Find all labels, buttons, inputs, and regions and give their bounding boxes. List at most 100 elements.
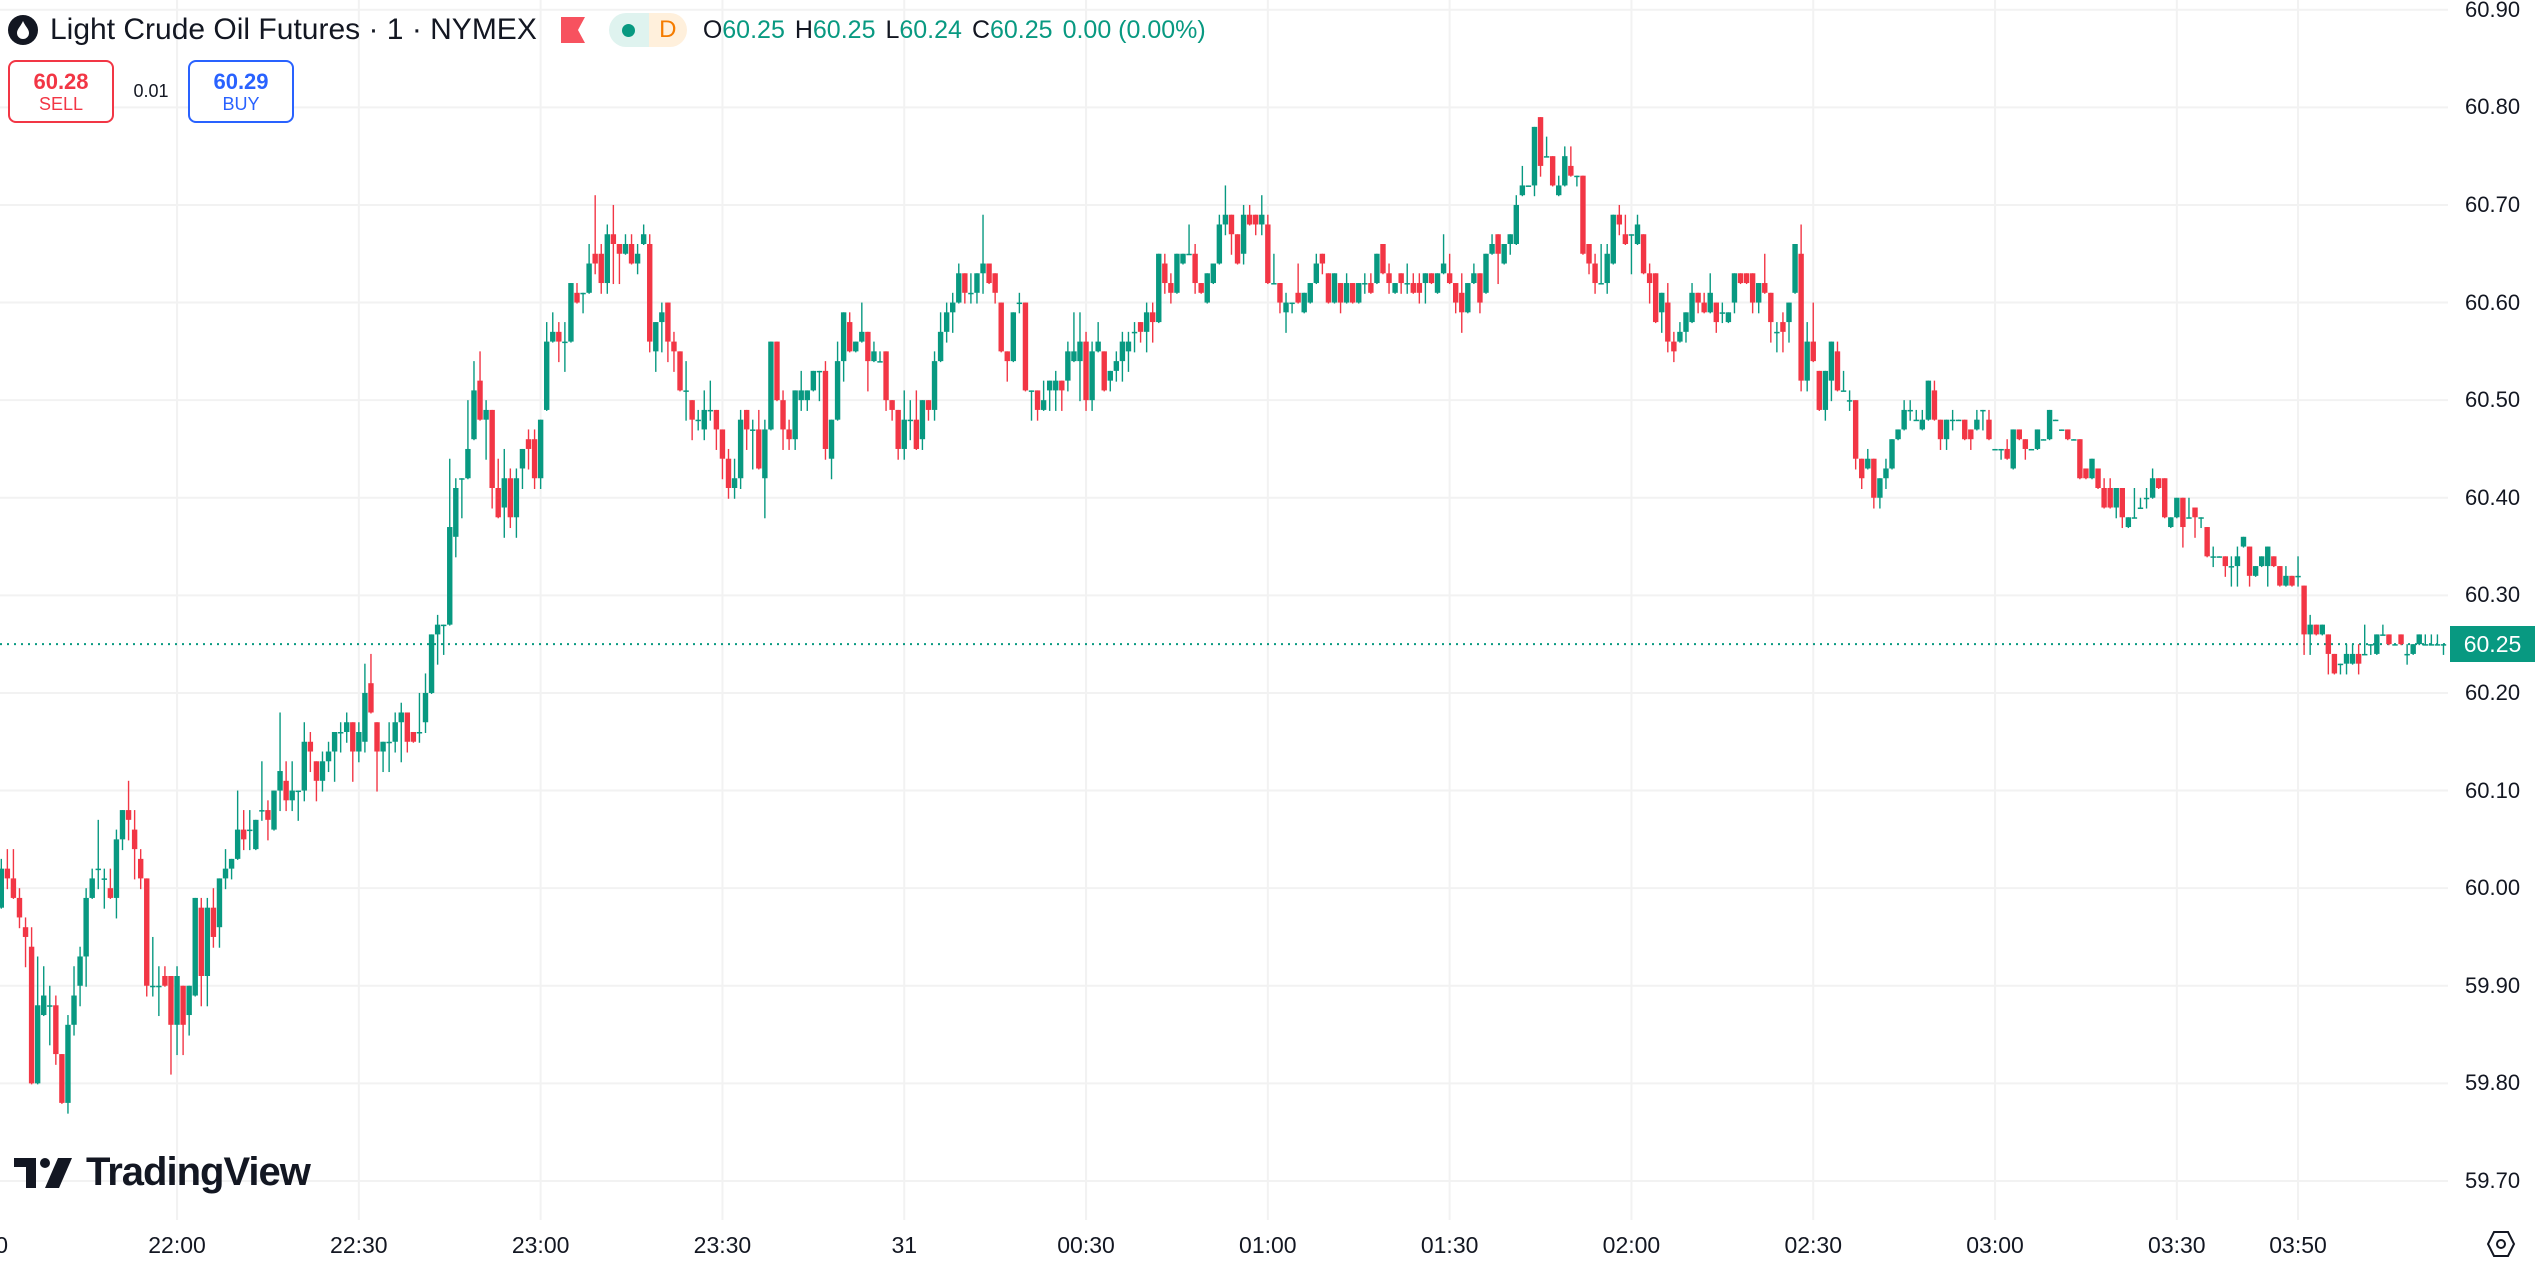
candle-body xyxy=(416,732,423,734)
candle-body xyxy=(1865,458,1871,469)
candle-body xyxy=(1325,273,1332,303)
candle-body xyxy=(519,448,526,469)
candle-body xyxy=(731,478,738,488)
candle xyxy=(792,390,798,450)
d-badge: D xyxy=(648,13,687,47)
candle xyxy=(695,409,701,431)
red-flag-icon[interactable] xyxy=(559,17,587,43)
tradingview-logo[interactable]: TradingView xyxy=(14,1150,311,1195)
candle xyxy=(647,234,653,353)
candle xyxy=(1180,253,1186,265)
candle xyxy=(2198,517,2204,529)
candle-body xyxy=(307,741,314,752)
candle-body xyxy=(1398,273,1404,284)
candle xyxy=(1422,273,1429,304)
settings-icon[interactable] xyxy=(2486,1230,2516,1258)
candle-body xyxy=(2398,634,2404,645)
candle-body xyxy=(2028,448,2035,451)
candle-body xyxy=(0,868,5,908)
candle-body xyxy=(1689,292,1695,323)
candle xyxy=(471,361,477,441)
candle-body xyxy=(2313,624,2319,635)
candle-body xyxy=(2186,517,2192,519)
candle xyxy=(1580,175,1586,255)
candle xyxy=(1792,244,1798,294)
candle xyxy=(828,419,835,480)
price-tick-label: 60.30 xyxy=(2465,582,2521,608)
candle-body xyxy=(810,370,817,391)
candlestick-chart[interactable] xyxy=(0,0,2448,1220)
candle-body xyxy=(1277,283,1283,303)
candle xyxy=(804,390,810,411)
buy-button[interactable]: 60.29 BUY xyxy=(188,60,294,123)
candle xyxy=(1671,331,1677,363)
candle xyxy=(47,985,53,1046)
candle-body xyxy=(65,1024,71,1103)
candle xyxy=(756,409,762,470)
candle-body xyxy=(1634,224,1641,244)
candle xyxy=(1852,400,1859,470)
candle xyxy=(1392,283,1398,294)
candle-body xyxy=(919,400,926,440)
candle-body xyxy=(398,712,404,723)
candle xyxy=(1859,458,1865,489)
candle-body xyxy=(756,429,762,469)
candle xyxy=(1513,195,1519,245)
candle xyxy=(1828,341,1835,402)
candle xyxy=(1943,419,1950,450)
candle-body xyxy=(89,878,95,898)
candle-body xyxy=(1574,175,1580,178)
symbol-title[interactable]: Light Crude Oil Futures · 1 · NYMEX xyxy=(50,13,537,46)
candle-body xyxy=(1307,283,1313,303)
candles xyxy=(0,117,2447,1114)
candle-body xyxy=(1386,273,1392,284)
candle-body xyxy=(156,985,162,988)
candle xyxy=(368,653,374,714)
candle-body xyxy=(1368,283,1374,293)
candle xyxy=(204,897,211,1007)
candle-body xyxy=(1265,224,1271,284)
candle xyxy=(1471,263,1477,285)
candle xyxy=(2149,468,2156,499)
price-axis[interactable]: 60.90 60.80 60.70 60.60 60.50 60.40 60.30 60.20… xyxy=(2448,0,2535,1220)
candle xyxy=(628,234,635,265)
candle-body xyxy=(77,956,83,986)
candle-body xyxy=(598,253,604,284)
candle-body xyxy=(1113,361,1120,371)
sell-button[interactable]: 60.28 SELL xyxy=(8,60,114,123)
candle-body xyxy=(1798,253,1804,381)
candle xyxy=(319,751,326,792)
buy-label: BUY xyxy=(222,93,260,114)
candle-body xyxy=(1810,341,1816,362)
candle-body xyxy=(968,292,974,295)
candle-body xyxy=(410,732,417,742)
candle-body xyxy=(2301,585,2307,635)
candle-body xyxy=(1150,312,1156,323)
candle xyxy=(1089,341,1095,411)
candle-body xyxy=(34,1005,41,1084)
candle-body xyxy=(1131,331,1138,334)
candle xyxy=(1774,322,1780,353)
candle-body xyxy=(2077,439,2083,479)
candle xyxy=(1568,146,1574,177)
candle-body xyxy=(386,741,392,744)
candle xyxy=(634,244,641,275)
candle xyxy=(2131,488,2138,519)
candle xyxy=(937,312,944,363)
market-status-pill[interactable]: D xyxy=(608,13,687,47)
candle xyxy=(1404,263,1410,294)
candle xyxy=(1465,283,1471,314)
candle xyxy=(34,956,41,1085)
candle-body xyxy=(1743,273,1750,284)
candle-body xyxy=(2440,644,2447,646)
candle xyxy=(2283,566,2289,587)
candle-body xyxy=(259,810,265,812)
candle-body xyxy=(1562,156,1568,186)
candle xyxy=(2052,419,2059,422)
candle xyxy=(762,419,768,519)
time-tick-label: 03:00 xyxy=(1966,1232,2024,1258)
candle xyxy=(313,761,320,802)
candle xyxy=(883,351,889,411)
candle xyxy=(1374,253,1380,285)
candle xyxy=(356,722,362,763)
